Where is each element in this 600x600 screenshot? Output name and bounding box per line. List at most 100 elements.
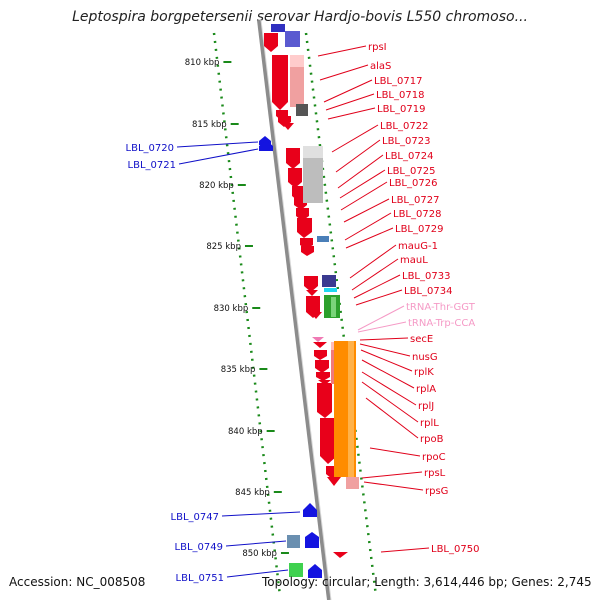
right-gene-label[interactable]: rplJ	[418, 401, 434, 412]
gene-lbl-0721[interactable]	[259, 140, 273, 151]
bar-orange-light	[348, 341, 354, 477]
right-gene-label[interactable]: rpoC	[422, 452, 446, 463]
bar-gray-mid-light	[303, 146, 323, 158]
gene-nusg[interactable]	[313, 342, 327, 348]
scale-tick-label: 835 kbp	[221, 365, 256, 375]
gene-rpsi[interactable]	[264, 33, 278, 52]
right-gene-label[interactable]: mauG-1	[398, 241, 438, 252]
scale-tick-label: 815 kbp	[192, 120, 227, 130]
right-gene-label[interactable]: rplL	[420, 418, 439, 429]
gene-maug-1[interactable]	[304, 276, 318, 292]
gene-alas[interactable]	[272, 55, 288, 110]
right-gene-label[interactable]: LBL_0729	[395, 224, 443, 235]
right-gene-label[interactable]: LBL_0723	[382, 136, 430, 147]
bar-blue-top	[285, 31, 300, 47]
left-gene-label[interactable]: LBL_0749	[175, 542, 223, 553]
gene-lbl-0747[interactable]	[303, 503, 317, 517]
right-gene-label[interactable]: rpoB	[420, 434, 444, 445]
left-gene-label[interactable]: LBL_0751	[176, 573, 224, 584]
bar-pink-upper	[290, 55, 304, 107]
right-callout-line	[361, 359, 415, 389]
bar-green-light	[331, 297, 336, 317]
left-callout-line	[176, 141, 259, 148]
left-callout-line	[178, 148, 259, 165]
left-ruler-line	[212, 32, 282, 597]
right-gene-label[interactable]: mauL	[400, 255, 428, 266]
right-gene-label[interactable]: LBL_0733	[402, 271, 450, 282]
right-gene-label[interactable]: LBL_0728	[393, 209, 441, 220]
right-callout-line	[380, 547, 430, 553]
right-gene-label[interactable]: LBL_0727	[391, 195, 439, 206]
right-callout-line	[349, 244, 397, 279]
right-gene-label[interactable]: LBL_0717	[374, 76, 422, 87]
gene-lbl-0750[interactable]	[333, 552, 348, 558]
genome-summary-label: Topology: circular; Length: 3,614,446 bp…	[262, 575, 592, 589]
gene-rpoc[interactable]	[320, 418, 337, 464]
gene-lbl-0726[interactable]	[296, 208, 309, 221]
gene-rpob[interactable]	[317, 383, 332, 418]
right-gene-label[interactable]: rplA	[416, 384, 436, 395]
left-callouts: LBL_0720 LBL_0721 LBL_0747 LBL_0749 LBL_0751	[126, 141, 301, 584]
right-gene-label[interactable]: rpsL	[424, 468, 446, 479]
left-gene-label[interactable]: LBL_0720	[126, 143, 174, 154]
forward-strand-genes	[259, 136, 322, 578]
gene-rpsg[interactable]	[327, 477, 341, 486]
scale-tick-label: 825 kbp	[206, 242, 241, 252]
accession-label: Accession: NC_008508	[9, 575, 146, 589]
gene-lbl-0729[interactable]	[301, 246, 314, 256]
gene-rpla[interactable]	[315, 360, 329, 373]
right-gene-label[interactable]: secE	[410, 334, 433, 345]
gene-lbl-0719[interactable]	[282, 123, 294, 130]
gene-lbl-0722[interactable]	[286, 148, 300, 169]
gene-rplk[interactable]	[314, 350, 327, 360]
right-callout-line	[351, 258, 399, 291]
gene-sece[interactable]	[312, 337, 324, 342]
right-ruler-line	[304, 32, 378, 597]
gene-lbl-0749[interactable]	[287, 535, 300, 548]
left-callout-line	[221, 511, 301, 517]
right-gene-label[interactable]: alaS	[370, 61, 391, 72]
right-callout-line	[361, 471, 423, 479]
gene-rplj[interactable]	[316, 372, 330, 381]
right-gene-label[interactable]: LBL_0724	[385, 151, 433, 162]
right-gene-label[interactable]: LBL_0726	[389, 178, 437, 189]
gene-lbl-0723[interactable]	[288, 168, 302, 188]
right-callout-line	[359, 343, 411, 357]
right-gene-label[interactable]: rplK	[414, 367, 434, 378]
right-gene-label[interactable]: tRNA-Trp-CCA	[408, 318, 475, 329]
gene-lbl-0727[interactable]	[297, 218, 312, 238]
left-callout-line	[225, 540, 287, 547]
gene-maul[interactable]	[306, 290, 318, 296]
left-gene-label[interactable]: LBL_0747	[171, 512, 219, 523]
scale-tick-label: 820 kbp	[199, 181, 234, 191]
gene-lbl-0748[interactable]	[305, 532, 319, 548]
right-gene-label[interactable]: LBL_0722	[380, 121, 428, 132]
right-callout-line	[319, 64, 369, 81]
scale-tick-label: 830 kbp	[214, 304, 249, 314]
right-gene-label[interactable]: rpsG	[425, 486, 448, 497]
left-callout-line	[226, 569, 289, 578]
bar-darkgray-upper	[296, 104, 308, 116]
right-gene-label[interactable]: LBL_0725	[387, 166, 435, 177]
right-callout-line	[357, 305, 405, 331]
right-gene-label[interactable]: tRNA-Thr-GGT	[406, 302, 476, 313]
gene-lbl-0751[interactable]	[289, 563, 303, 577]
scale-tick-label: 840 kbp	[228, 427, 263, 437]
right-gene-label[interactable]: rpsI	[368, 42, 387, 53]
right-callout-line	[339, 169, 386, 199]
right-gene-label[interactable]: nusG	[412, 352, 438, 363]
gene-lbl-0752[interactable]	[308, 564, 322, 578]
gene-rpll[interactable]	[318, 380, 331, 385]
right-callout-line	[325, 93, 375, 111]
right-callout-line	[353, 274, 401, 299]
right-callout-line	[360, 349, 413, 372]
right-gene-label[interactable]: LBL_0719	[377, 104, 425, 115]
right-gene-label[interactable]: LBL_0734	[404, 286, 452, 297]
right-callout-line	[369, 447, 421, 457]
right-gene-label[interactable]: LBL_0750	[431, 544, 479, 555]
gene-lbl-0734[interactable]	[310, 312, 322, 319]
right-gene-label[interactable]: LBL_0718	[376, 90, 424, 101]
scale-tick-label: 845 kbp	[235, 488, 270, 498]
right-callout-line	[323, 79, 373, 103]
left-gene-label[interactable]: LBL_0721	[128, 160, 176, 171]
